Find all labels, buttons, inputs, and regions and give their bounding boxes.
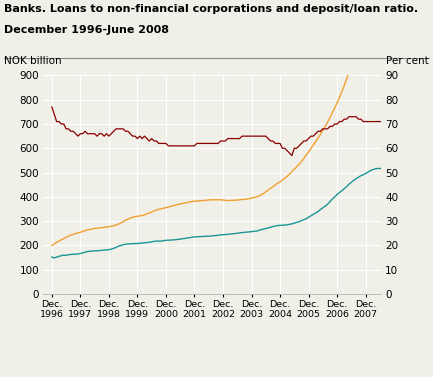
Text: December 1996-June 2008: December 1996-June 2008 [4,25,169,35]
Text: Per cent: Per cent [386,56,429,66]
Legend: Deposits, Loans, Deposit/loan ratio: Deposits, Loans, Deposit/loan ratio [76,375,349,377]
Text: NOK billion: NOK billion [4,56,62,66]
Text: Banks. Loans to non-financial corporations and deposit/loan ratio.: Banks. Loans to non-financial corporatio… [4,4,418,14]
